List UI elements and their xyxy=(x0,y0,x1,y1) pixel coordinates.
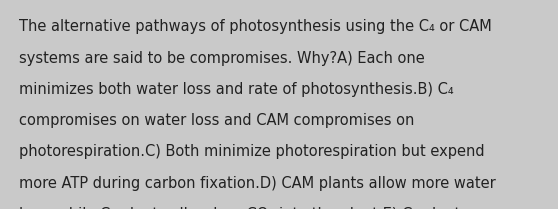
Text: compromises on water loss and CAM compromises on: compromises on water loss and CAM compro… xyxy=(20,113,415,128)
Text: systems are said to be compromises. Why?A) Each one: systems are said to be compromises. Why?… xyxy=(20,51,425,66)
Text: photorespiration.C) Both minimize photorespiration but expend: photorespiration.C) Both minimize photor… xyxy=(20,144,485,159)
Text: The alternative pathways of photosynthesis using the C₄ or CAM: The alternative pathways of photosynthes… xyxy=(20,19,492,34)
Text: more ATP during carbon fixation.D) CAM plants allow more water: more ATP during carbon fixation.D) CAM p… xyxy=(20,176,496,191)
Text: loss, while C₄ plants allow less CO₂ into the plant.E) C₄ plants: loss, while C₄ plants allow less CO₂ int… xyxy=(20,207,469,209)
Text: minimizes both water loss and rate of photosynthesis.B) C₄: minimizes both water loss and rate of ph… xyxy=(20,82,454,97)
